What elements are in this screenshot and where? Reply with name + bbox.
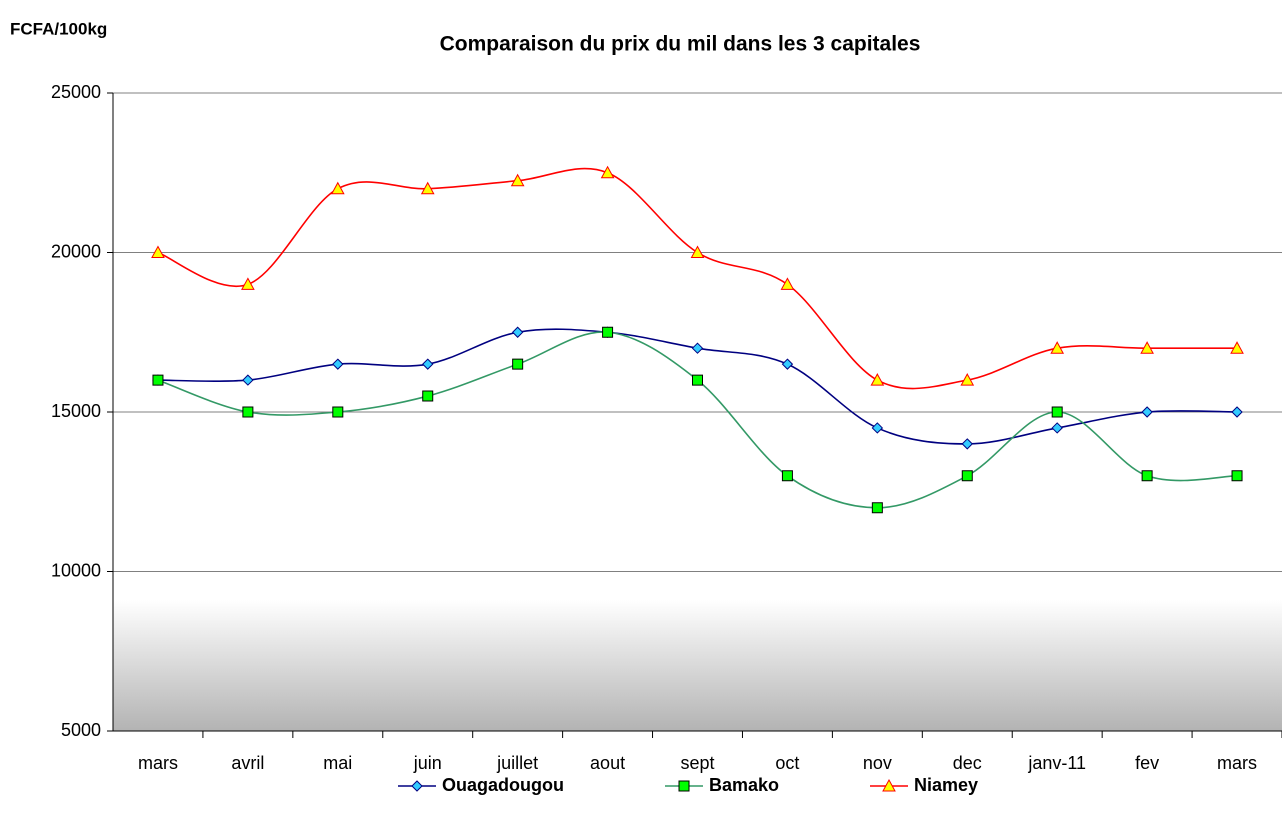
- y-tick-label: 5000: [61, 720, 101, 740]
- data-point: [1051, 406, 1063, 418]
- x-tick-label: aout: [590, 753, 625, 773]
- data-point: [241, 277, 255, 290]
- x-tick-label: mai: [323, 753, 352, 773]
- legend-marker: [678, 780, 690, 792]
- data-point: [1141, 470, 1153, 482]
- y-tick-label: 10000: [51, 560, 101, 580]
- data-point: [602, 326, 614, 338]
- data-point: [960, 373, 975, 386]
- y-tick-label: 25000: [51, 82, 101, 102]
- data-point: [1231, 406, 1243, 418]
- data-point: [422, 390, 434, 402]
- y-axis-label: FCFA/100kg: [10, 19, 107, 38]
- data-point: [1050, 341, 1065, 354]
- data-point: [692, 374, 703, 386]
- x-tick-label: oct: [775, 753, 799, 773]
- chart-title: Comparaison du prix du mil dans les 3 ca…: [440, 33, 921, 56]
- data-point: [691, 342, 704, 354]
- data-point: [510, 173, 525, 187]
- data-point: [332, 358, 344, 370]
- x-tick-label: fev: [1135, 753, 1159, 773]
- data-point: [690, 245, 705, 258]
- series-line: [157, 331, 1238, 509]
- data-point: [242, 406, 254, 418]
- data-point: [961, 438, 973, 450]
- legend-marker: [882, 778, 896, 792]
- data-point: [871, 502, 883, 514]
- data-point: [511, 326, 524, 338]
- x-tick-label: mars: [138, 753, 178, 773]
- data-point: [332, 406, 344, 418]
- legend-label: Ouagadougou: [442, 775, 564, 795]
- data-point: [781, 470, 793, 482]
- y-tick-label: 20000: [51, 241, 101, 261]
- series-line: [157, 167, 1238, 390]
- data-point: [600, 165, 615, 179]
- x-tick-label: nov: [863, 753, 892, 773]
- x-tick-label: juin: [413, 753, 442, 773]
- plot-shade: [113, 600, 1282, 731]
- data-point: [422, 358, 434, 370]
- y-tick-label: 15000: [51, 401, 101, 421]
- x-tick-label: janv-11: [1027, 753, 1086, 773]
- data-point: [242, 374, 254, 386]
- data-point: [512, 358, 524, 370]
- legend-label: Niamey: [914, 775, 978, 795]
- data-point: [870, 373, 885, 386]
- data-point: [420, 181, 435, 195]
- data-point: [780, 277, 795, 290]
- data-point: [1141, 406, 1153, 418]
- x-tick-label: juillet: [496, 753, 538, 773]
- x-tick-label: mars: [1217, 753, 1257, 773]
- data-point: [781, 358, 794, 370]
- legend-marker: [411, 780, 423, 792]
- legend-label: Bamako: [709, 775, 779, 795]
- data-point: [1140, 341, 1154, 354]
- x-tick-label: dec: [953, 753, 982, 773]
- data-point: [152, 374, 164, 386]
- x-tick-label: avril: [231, 753, 264, 773]
- data-point: [961, 470, 973, 482]
- x-tick-label: sept: [680, 753, 714, 773]
- data-point: [330, 181, 345, 195]
- data-point: [1231, 470, 1243, 482]
- data-point: [871, 422, 884, 434]
- data-point: [1230, 341, 1244, 354]
- data-point: [1051, 422, 1063, 434]
- data-point: [151, 245, 165, 258]
